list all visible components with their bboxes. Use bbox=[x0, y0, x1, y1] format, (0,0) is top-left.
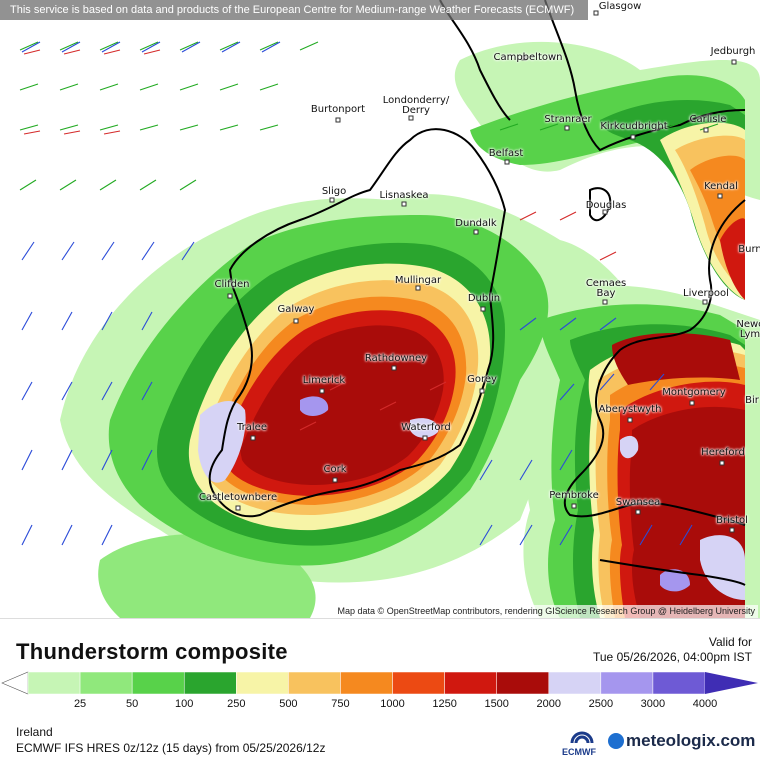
city-label: Liverpool bbox=[683, 288, 729, 299]
city-label: Carlisle bbox=[689, 114, 727, 125]
city-label: Clifden bbox=[214, 279, 250, 290]
scale-cell bbox=[340, 671, 393, 695]
scale-tick-label: 500 bbox=[279, 698, 298, 710]
city-label: Bristol bbox=[716, 515, 748, 526]
city-label: Rathdowney bbox=[364, 353, 428, 364]
city-label: Glasgow bbox=[598, 1, 642, 12]
scale-cell-over bbox=[705, 672, 758, 694]
city-label: Stranraer bbox=[544, 114, 592, 125]
city-label: Swansea bbox=[615, 497, 661, 508]
city-label: Mullingar bbox=[394, 275, 442, 286]
scale-cell bbox=[392, 671, 445, 695]
city-label: Kirkcudbright bbox=[600, 121, 668, 132]
city-label: Dundalk bbox=[455, 218, 497, 229]
scale-tick-label: 750 bbox=[331, 698, 350, 710]
scale-tick-label: 1000 bbox=[380, 698, 405, 710]
map-attribution[interactable]: Map data © OpenStreetMap contributors, r… bbox=[334, 605, 758, 618]
meteologix-logo-icon bbox=[608, 733, 624, 749]
scale-cell bbox=[236, 671, 289, 695]
scale-tick-label: 1250 bbox=[432, 698, 457, 710]
city-label: Cemaes Bay bbox=[585, 278, 627, 299]
scale-cell bbox=[548, 671, 602, 695]
city-markers bbox=[227, 10, 737, 533]
meteologix-brand[interactable]: meteologix.com bbox=[626, 731, 756, 750]
scale-cell bbox=[600, 671, 654, 695]
ecmwf-logo-text: ECMWF bbox=[562, 747, 596, 757]
scale-tick-label: 25 bbox=[73, 698, 87, 710]
scale-tick-label: 3000 bbox=[640, 698, 666, 710]
scale-tick-label: 100 bbox=[175, 698, 194, 710]
region-label: Ireland bbox=[16, 725, 53, 739]
city-label: Montgomery bbox=[662, 387, 726, 398]
legend-panel: Thunderstorm composite Valid for Tue 05/… bbox=[0, 618, 760, 761]
wind-arrows-layer bbox=[19, 41, 719, 546]
city-label: Campbeltown bbox=[493, 52, 563, 63]
city-label: Tralee bbox=[237, 422, 267, 433]
city-label: Aberystwyth bbox=[598, 404, 662, 415]
scale-cell-under bbox=[1, 671, 29, 695]
scale-cell bbox=[27, 671, 81, 695]
city-label: Burtonport bbox=[310, 104, 366, 115]
city-label: Bir bbox=[745, 395, 759, 406]
city-label: Waterford bbox=[401, 422, 451, 433]
city-label: Dublin bbox=[467, 293, 501, 304]
scale-tick-label: 250 bbox=[227, 698, 246, 710]
city-label: Limerick bbox=[302, 375, 346, 386]
scale-tick-label: 2500 bbox=[588, 698, 614, 710]
scale-cell bbox=[444, 671, 497, 695]
city-label: Newc Lym bbox=[736, 319, 760, 340]
model-run-label: ECMWF IFS HRES 0z/12z (15 days) from 05/… bbox=[16, 741, 326, 755]
forecast-map[interactable]: This service is based on data and produc… bbox=[0, 0, 760, 618]
scale-tick-label: 1500 bbox=[484, 698, 509, 710]
city-label: Castletownbere bbox=[198, 492, 278, 503]
valid-label: Valid for bbox=[708, 635, 752, 649]
scale-cell bbox=[288, 671, 341, 695]
city-label: Burn bbox=[738, 244, 760, 255]
color-scale-bar bbox=[1, 671, 758, 695]
scale-cell bbox=[131, 671, 185, 695]
city-label: Galway bbox=[277, 304, 315, 315]
scale-cell bbox=[496, 671, 550, 695]
data-source-banner: This service is based on data and produc… bbox=[0, 0, 588, 20]
city-label: Cork bbox=[323, 464, 347, 475]
city-label: Jedburgh bbox=[710, 46, 756, 57]
shading-layer bbox=[60, 41, 760, 618]
scale-tick-label: 50 bbox=[126, 698, 139, 710]
city-label: Londonderry/ Derry bbox=[382, 95, 450, 116]
city-label: Sligo bbox=[321, 186, 347, 197]
map-canvas bbox=[19, 0, 760, 618]
city-label: Pembroke bbox=[549, 490, 599, 501]
scale-cell bbox=[79, 671, 133, 695]
city-label: Gorey bbox=[467, 374, 497, 385]
chart-title: Thunderstorm composite bbox=[16, 639, 288, 664]
city-label: Kendal bbox=[704, 181, 738, 192]
scale-cell bbox=[183, 671, 237, 695]
scale-tick-label: 4000 bbox=[692, 698, 718, 710]
ecmwf-logo-icon bbox=[570, 731, 594, 744]
color-scale-ticks: 25 50 100 250 500 750 1000 1250 1500 2000 2500 3000… bbox=[0, 698, 760, 712]
valid-time-block: Valid for Tue 05/26/2026, 04:00pm IST bbox=[593, 635, 752, 665]
city-label: Douglas bbox=[585, 200, 627, 211]
city-label: Belfast bbox=[488, 148, 524, 159]
scale-cell bbox=[652, 671, 706, 695]
city-label: Lisnaskea bbox=[379, 190, 429, 201]
city-label: Hereford bbox=[701, 447, 745, 458]
scale-tick-label: 2000 bbox=[536, 698, 562, 710]
valid-time: Tue 05/26/2026, 04:00pm IST bbox=[593, 650, 752, 664]
